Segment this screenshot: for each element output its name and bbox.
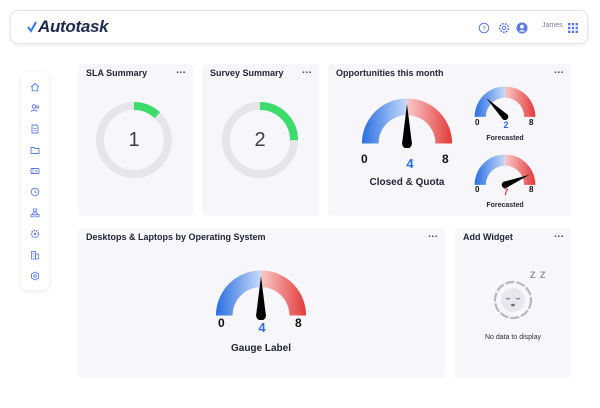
sla-summary-menu-button[interactable]: ... (176, 65, 186, 76)
survey-value: 2 (254, 129, 266, 151)
closed-quota-max: 8 (442, 152, 449, 166)
building-icon[interactable] (30, 250, 40, 260)
forecasted-2-min: 0 (475, 185, 480, 194)
gauge-high-band (505, 154, 536, 185)
organization-icon[interactable] (30, 208, 40, 218)
apps-grid-icon[interactable] (567, 22, 579, 34)
forecasted-2-max: 8 (529, 185, 534, 194)
survey-ring-fill (222, 102, 298, 178)
autotask-logo[interactable]: Autotask (27, 17, 109, 37)
gauge-low-band (361, 98, 407, 144)
closed-quota-label: Closed & Quota (369, 177, 445, 188)
closed-quota-min: 0 (361, 152, 368, 166)
help-icon[interactable]: ? (478, 22, 490, 34)
survey-summary-widget: Survey Summary ... 2 (202, 64, 319, 216)
forecasted-1-max: 8 (529, 118, 534, 127)
gauge-low-band (215, 270, 261, 316)
forecasted-gauge-2 (474, 154, 536, 188)
sla-ring-fill (96, 102, 172, 178)
os-gauge-min: 0 (218, 316, 225, 330)
desktops-laptops-widget: Desktops & Laptops by Operating System .… (78, 228, 445, 378)
folder-icon[interactable] (30, 145, 40, 155)
logo-check-icon (27, 21, 37, 33)
gauge-needle (486, 98, 508, 120)
top-navigation-bar: Autotask ? James (10, 10, 588, 44)
gauge-high-band (505, 86, 536, 117)
add-widget-panel[interactable]: Add Widget ... Z Z No data to display (455, 228, 571, 378)
add-widget-title: Add Widget (463, 232, 513, 242)
gauge-hub (256, 310, 266, 320)
forecasted-1-value: 2 (503, 120, 509, 130)
survey-donut-chart (222, 102, 298, 178)
add-widget-menu-button[interactable]: ... (554, 229, 564, 240)
survey-summary-menu-button[interactable]: ... (302, 65, 312, 76)
opportunities-menu-button[interactable]: ... (554, 65, 564, 76)
forecasted-1-min: 0 (475, 118, 480, 127)
desktops-laptops-menu-button[interactable]: ... (428, 229, 438, 240)
sleeping-face-icon (493, 280, 533, 320)
gear-people-icon[interactable] (30, 229, 40, 239)
logo-text: Autotask (38, 17, 109, 36)
sla-summary-widget: SLA Summary ... 1 (78, 64, 193, 216)
gauge-hub (501, 181, 509, 188)
gauge-high-band (261, 270, 307, 316)
sleep-z-text: Z Z (530, 270, 547, 280)
gauge-hub (402, 138, 412, 148)
sla-donut-chart (96, 102, 172, 178)
gauge-needle (256, 276, 266, 316)
gauge-needle (402, 104, 412, 144)
settings-icon[interactable] (498, 22, 510, 34)
ticket-icon[interactable] (30, 166, 40, 176)
survey-summary-title: Survey Summary (210, 68, 284, 78)
sla-value: 1 (128, 129, 140, 151)
home-icon[interactable] (30, 82, 40, 92)
sidebar (21, 72, 49, 290)
forecasted-gauge-1 (474, 86, 536, 120)
closed-quota-value: 4 (406, 156, 414, 171)
clock-icon[interactable] (30, 187, 40, 197)
opportunities-title: Opportunities this month (336, 68, 444, 78)
settings-cog-icon[interactable] (30, 271, 40, 281)
os-gauge-max: 8 (295, 316, 302, 330)
user-name[interactable]: James (542, 22, 563, 29)
forecasted-1-label: Forecasted (486, 135, 524, 142)
forecasted-2-value: 7 (503, 187, 509, 197)
gauge-low-band (474, 154, 505, 185)
gauge-needle (503, 174, 530, 188)
forecasted-2-label: Forecasted (486, 202, 524, 209)
os-gauge-value: 4 (258, 320, 266, 335)
user-avatar-icon[interactable] (516, 22, 528, 34)
sla-summary-title: SLA Summary (86, 68, 148, 78)
gauge-hub (501, 113, 509, 120)
contacts-icon[interactable] (30, 103, 40, 113)
os-gauge (215, 270, 307, 320)
desktops-laptops-title: Desktops & Laptops by Operating System (86, 232, 266, 242)
opportunities-widget: Opportunities this month ... 0 4 8 Close… (328, 64, 571, 216)
os-gauge-label: Gauge Label (230, 343, 291, 354)
no-data-message: No data to display (484, 334, 542, 341)
closed-quota-gauge (361, 98, 453, 148)
gauge-high-band (407, 98, 453, 144)
document-icon[interactable] (30, 124, 40, 134)
svg-text:?: ? (482, 25, 486, 32)
